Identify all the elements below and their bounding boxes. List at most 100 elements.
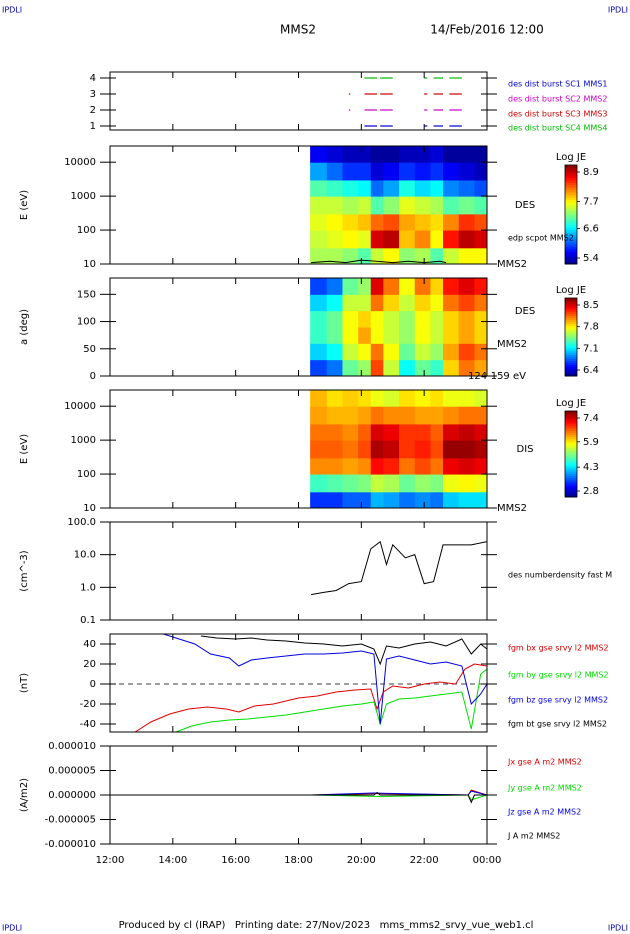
colorbar-segment [565, 354, 577, 357]
heatmap-cell [399, 247, 416, 264]
colorbar-segment [565, 352, 577, 356]
heatmap-cell [326, 457, 343, 475]
heatmap-cell [458, 440, 475, 459]
colorbar-segment [565, 189, 577, 193]
heatmap-cell [370, 247, 384, 264]
heatmap-cell [430, 230, 444, 249]
colorbar-tick-label: 5.4 [583, 253, 599, 264]
heatmap-cell [399, 423, 416, 441]
colorbar-segment [565, 432, 577, 436]
x-tick-label: 18:00 [284, 855, 313, 866]
heatmap-cell [414, 359, 431, 376]
colorbar-label: Log JE [556, 285, 586, 296]
colorbar-segment [565, 315, 577, 318]
colorbar-segment [565, 342, 577, 346]
heatmap-cell [370, 310, 384, 328]
heatmap-cell [399, 230, 416, 249]
colorbar-segment [565, 436, 577, 440]
plot-area [310, 146, 487, 264]
colorbar-segment [565, 481, 577, 485]
colorbar-tick-label: 5.9 [583, 437, 599, 448]
legend-entry: fgm by gse srvy l2 MMS2 [508, 671, 609, 680]
colorbar-segment [565, 340, 577, 344]
heatmap-cell [383, 230, 400, 249]
legend-entry: des dist burst SC1 MMS1 [508, 80, 607, 89]
heatmap-cell [414, 343, 431, 361]
spacecraft-title: MMS2 [280, 23, 316, 37]
x-tick-label: 00:00 [473, 855, 502, 866]
heatmap-cell [443, 491, 460, 508]
heatmap-cell [326, 390, 343, 407]
heatmap-cell [399, 213, 416, 231]
plot-area [310, 390, 487, 508]
heatmap-cell [414, 146, 431, 163]
heatmap-cell [458, 406, 475, 425]
y-axis-label: (A/m2) [19, 778, 30, 812]
heatmap-cell [430, 359, 444, 376]
heatmap-cell [383, 343, 400, 361]
x-tick-label: 20:00 [347, 855, 376, 866]
heatmap-cell [342, 247, 359, 264]
colorbar-segment [565, 303, 577, 307]
heatmap-cell [414, 162, 431, 181]
heatmap-cell [310, 343, 328, 361]
data-line [310, 540, 487, 596]
heatmap-cell [310, 179, 328, 197]
heatmap-cell [358, 474, 372, 493]
colorbar-segment [565, 309, 577, 313]
data-line [175, 668, 487, 732]
heatmap-cell [310, 327, 328, 344]
legend-entry: Jy gse A m2 MMS2 [507, 784, 582, 793]
heatmap-cell [430, 146, 444, 163]
colorbar-frame [564, 410, 578, 498]
heatmap-cell [414, 440, 431, 459]
heatmap-cell [414, 390, 431, 407]
heatmap-cell [443, 406, 460, 425]
colorbar-segment [565, 311, 577, 315]
heatmap-cell [399, 310, 416, 328]
y-tick-label: 50 [83, 344, 96, 355]
colorbar-segment [565, 321, 577, 324]
colorbar-frame [564, 164, 578, 265]
colorbar-segment [565, 366, 577, 369]
heatmap-cell [342, 230, 359, 249]
heatmap-cell [430, 294, 444, 312]
heatmap-cell [399, 146, 416, 163]
heatmap-cell [383, 491, 400, 508]
heatmap-cell [342, 457, 359, 475]
colorbar-segment [565, 445, 577, 449]
colorbar-segment [565, 197, 577, 201]
colorbar-segment [565, 473, 577, 476]
legend-entry: fgm bz gse srvy l2 MMS2 [508, 696, 608, 705]
heatmap-cell [326, 196, 343, 215]
colorbar-segment [565, 441, 577, 444]
colorbar-segment [565, 172, 577, 176]
heatmap-cell [358, 440, 372, 459]
colorbar-tick-label: 8.9 [583, 167, 599, 178]
heatmap-cell [458, 162, 475, 181]
heatmap-cell [310, 278, 328, 295]
heatmap-cell [430, 310, 444, 328]
colorbar-segment [565, 319, 577, 322]
y-tick-label: 1000 [71, 191, 96, 202]
colorbar-segment [565, 337, 577, 340]
colorbar-segment [565, 207, 577, 211]
colorbar-segment [565, 323, 577, 326]
colorbar-segment [565, 299, 577, 303]
heatmap-cell [458, 491, 475, 508]
colorbar-segment [565, 214, 577, 218]
heatmap-cell [310, 474, 328, 493]
y-tick-label: 1.0 [80, 582, 96, 593]
heatmap-cell [458, 179, 475, 197]
heatmap-cell [358, 294, 372, 312]
heatmap-cell [358, 247, 372, 264]
heatmap-cell [326, 162, 343, 181]
colorbar-segment [565, 165, 577, 168]
heatmap-cell [474, 491, 487, 508]
heatmap-cell [414, 294, 431, 312]
heatmap-cell [458, 310, 475, 328]
heatmap-cell [474, 310, 487, 328]
colorbar-segment [565, 477, 577, 481]
heatmap-cell [474, 440, 487, 459]
